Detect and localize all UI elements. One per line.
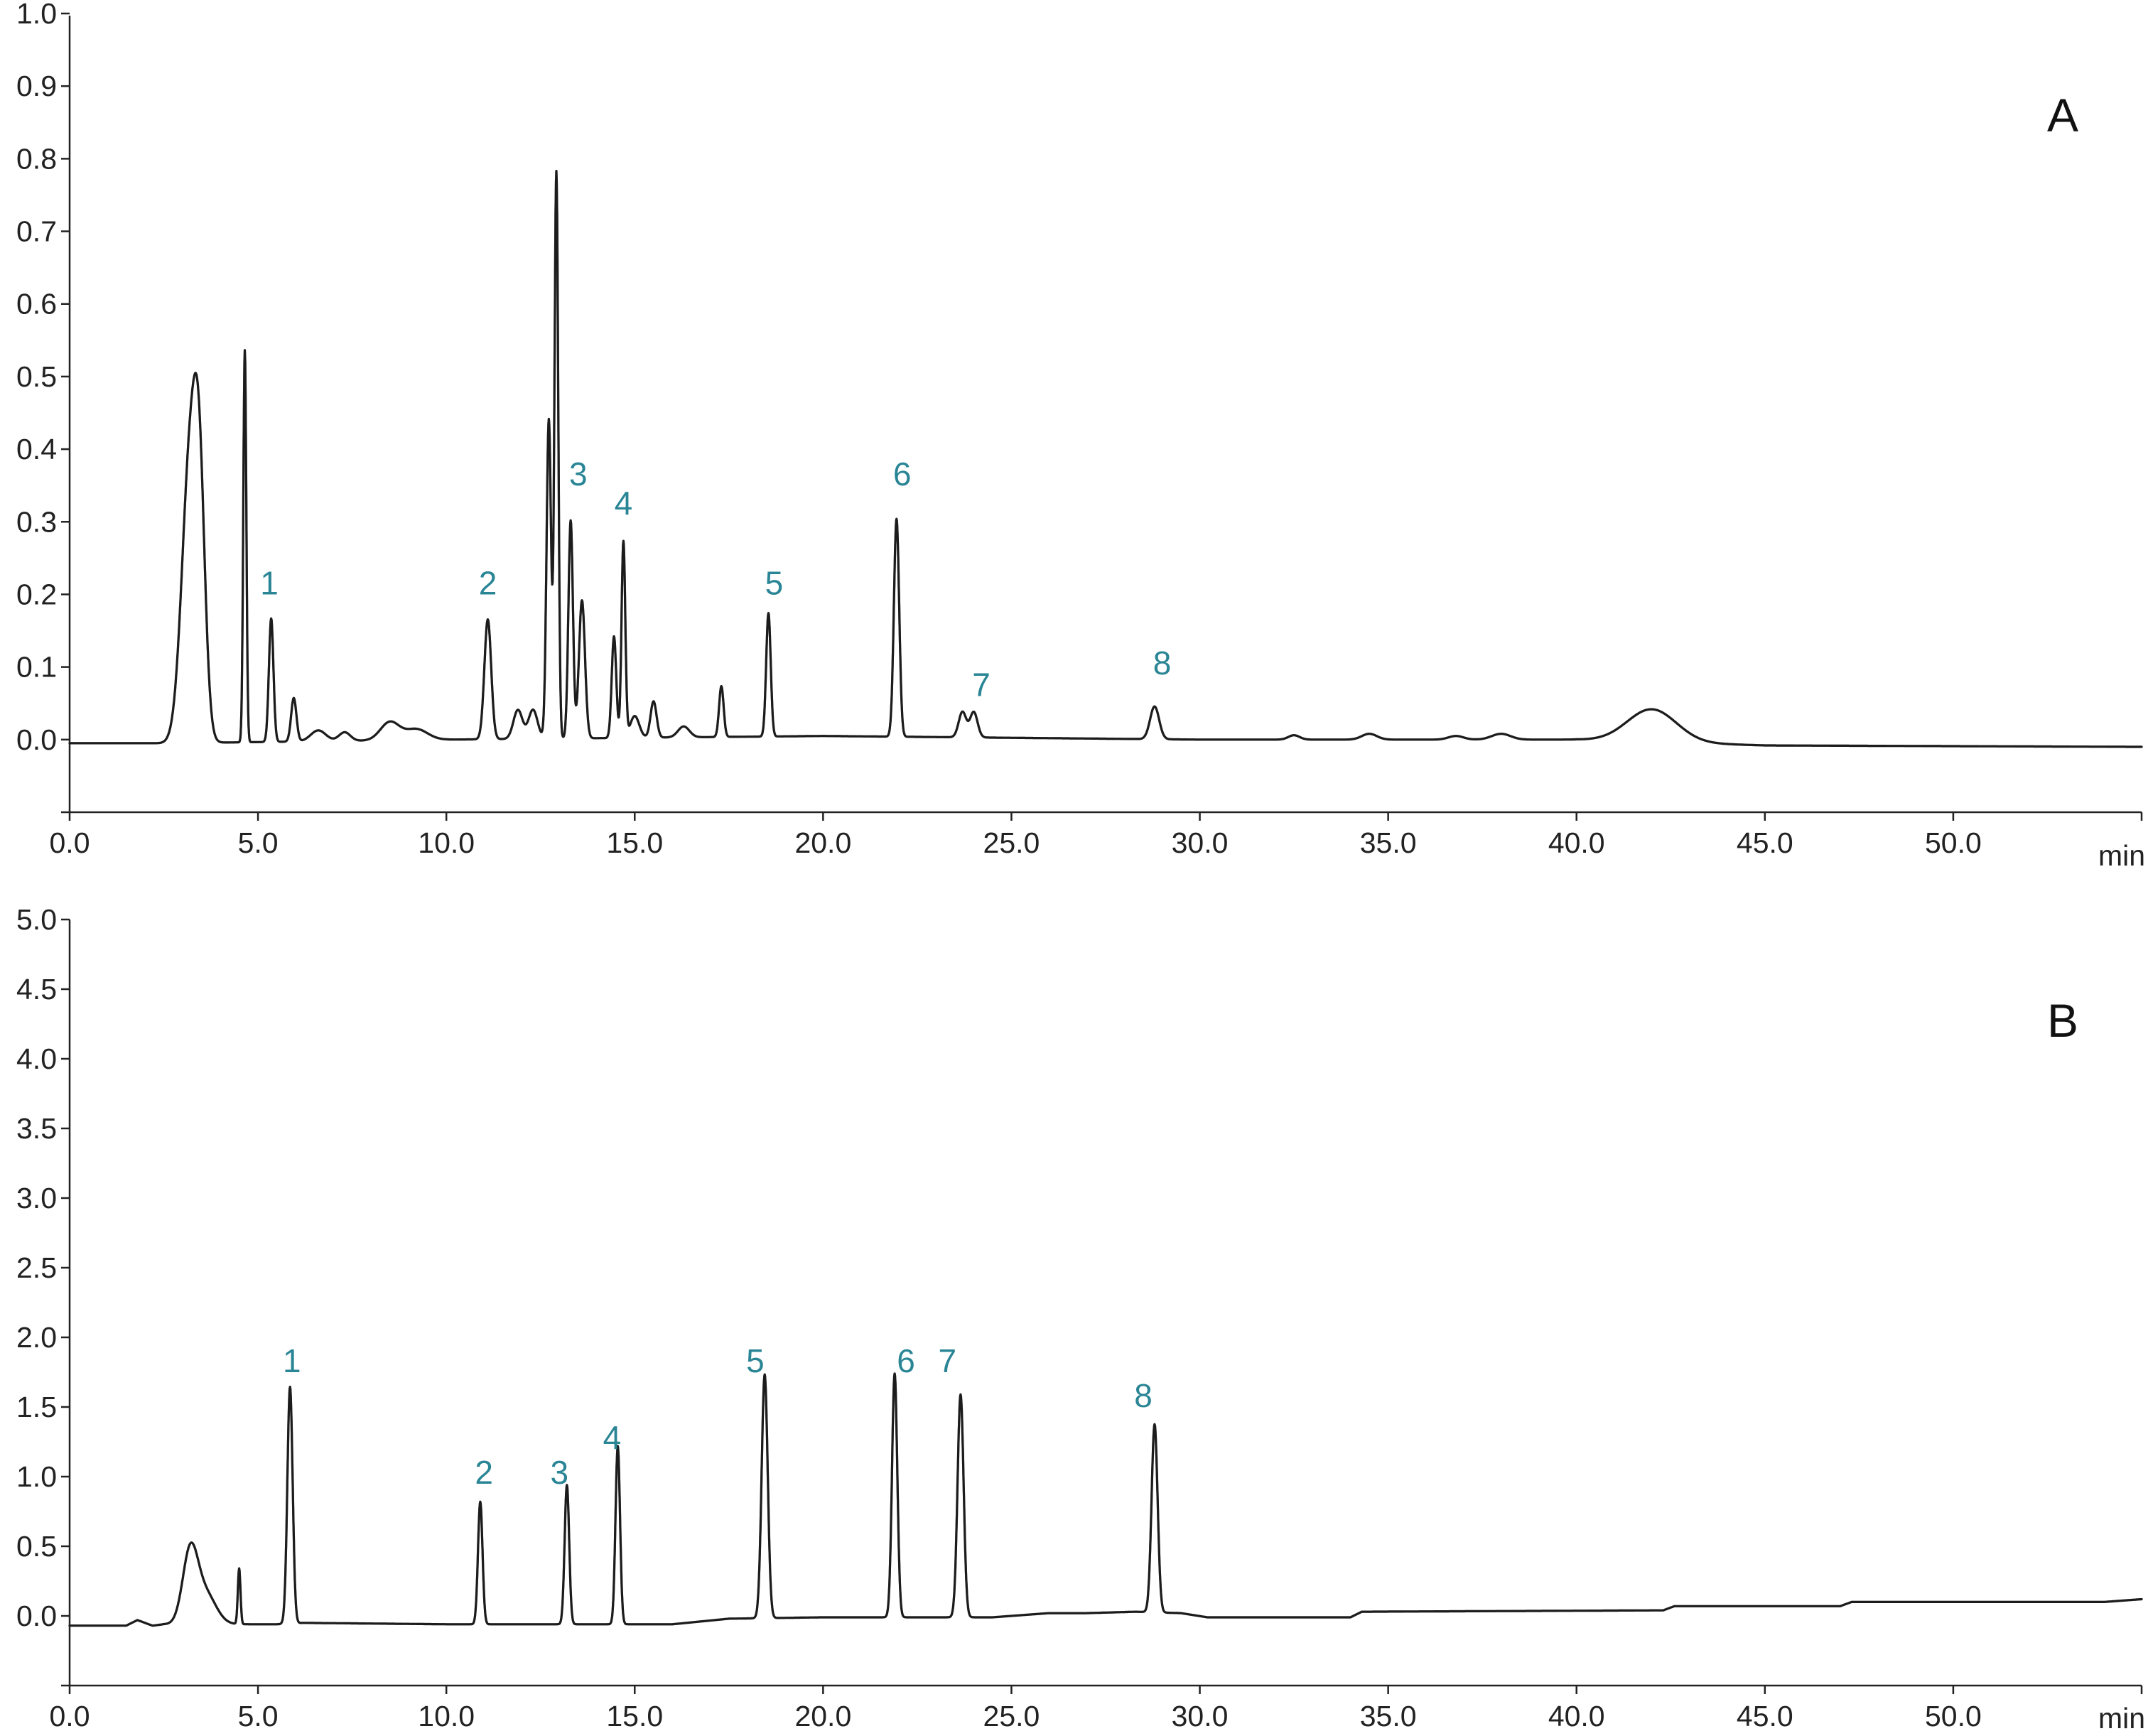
trace-group [68,170,2143,748]
x-tick-label: 0.0 [50,826,90,859]
y-tick-label: 2.0 [16,1321,57,1354]
y-tick-label: 0.7 [16,215,57,248]
y-tick-label: 5.0 [16,903,57,936]
peak-label-group: 1 2 34 5 6 7 8 [260,455,1171,703]
x-tick-label: 50.0 [1925,1700,1982,1732]
signal-trace-halo [68,1372,2143,1627]
x-tick-label: 5.0 [238,826,279,859]
y-tick-label: 1.5 [16,1391,57,1423]
peak-label: 8 [1153,645,1172,681]
peak-label: 3 [569,455,588,492]
y-tick-label: 1.0 [16,0,57,30]
x-tick-label: 25.0 [983,1700,1040,1732]
y-tick-label: 0.9 [16,70,57,102]
peak-label: 6 [893,455,912,492]
signal-trace [68,1372,2143,1627]
x-tick-label: 35.0 [1360,1700,1417,1732]
peak-label: 4 [603,1419,622,1456]
peak-label: 7 [939,1342,957,1379]
y-tick-label: 3.5 [16,1112,57,1145]
x-tick-label: 10.0 [418,826,475,859]
peak-label: 2 [475,1454,493,1491]
x-tick-label: 20.0 [794,826,851,859]
peak-label: 6 [897,1342,915,1379]
panel-label: A [2047,89,2078,141]
peak-label: 3 [550,1454,568,1491]
x-tick-label: 30.0 [1172,1700,1229,1732]
x-tick-group: 0.0 5.0 10.0 15.0 20.0 25.0 30.0 35.0 40.0 45.0 50… [50,812,2143,859]
trace-group [68,1372,2143,1627]
x-unit-label: min [2098,1702,2145,1735]
y-tick-label: 2.5 [16,1251,57,1284]
y-tick-label: 3.0 [16,1182,57,1214]
peak-label: 1 [283,1342,301,1379]
y-tick-label: 0.3 [16,505,57,538]
peak-label: 5 [746,1342,765,1379]
x-tick-label: 10.0 [418,1700,475,1732]
y-tick-label: 0.0 [16,1600,57,1632]
y-tick-label: 0.8 [16,142,57,175]
peak-label: 4 [615,485,633,522]
y-tick-label: 0.5 [16,360,57,393]
x-unit-label: min [2098,839,2145,872]
x-tick-label: 40.0 [1548,1700,1605,1732]
chromatogram-panel-a: 0.0 0.1 0.2 0.3 0.4 0.5 0.6 0.7 0.8 0.9 1.0 0.0 5.0… [16,0,2145,872]
x-tick-label: 0.0 [50,1700,90,1732]
x-tick-label: 25.0 [983,826,1040,859]
peak-label: 5 [765,564,784,601]
x-tick-group: 0.0 5.0 10.0 15.0 20.0 25.0 30.0 35.0 40.0 45.0 50… [50,1686,2143,1732]
y-tick-label: 1.0 [16,1460,57,1493]
signal-trace-halo [68,170,2143,748]
y-tick-group: 0.0 0.1 0.2 0.3 0.4 0.5 0.6 0.7 0.8 0.9 1.0 [16,0,70,814]
y-tick-group: 0.0 0.5 1.0 1.5 2.0 2.5 3.0 3.5 4.0 4.5 5.0 [16,903,70,1687]
x-tick-label: 45.0 [1737,1700,1793,1732]
y-tick-label: 4.5 [16,973,57,1006]
panel-label: B [2047,994,2078,1047]
peak-label: 2 [479,564,497,601]
y-tick-label: 0.5 [16,1530,57,1563]
y-tick-label: 0.0 [16,723,57,756]
signal-trace [68,170,2143,748]
x-tick-label: 30.0 [1172,826,1229,859]
peak-label: 1 [260,564,279,601]
y-tick-label: 0.6 [16,288,57,320]
x-tick-label: 35.0 [1360,826,1417,859]
y-tick-label: 0.1 [16,651,57,684]
x-tick-label: 15.0 [606,1700,663,1732]
y-tick-label: 4.0 [16,1042,57,1075]
x-tick-label: 5.0 [238,1700,279,1732]
x-tick-label: 20.0 [794,1700,851,1732]
peak-label: 7 [972,667,991,703]
chromatogram-panel-b: 0.0 0.5 1.0 1.5 2.0 2.5 3.0 3.5 4.0 4.5 5.0 0.0 5.0… [16,903,2145,1735]
x-tick-label: 50.0 [1925,826,1982,859]
y-tick-label: 0.2 [16,578,57,610]
x-tick-label: 45.0 [1737,826,1793,859]
peak-label: 8 [1134,1377,1153,1414]
y-tick-label: 0.4 [16,433,57,465]
x-tick-label: 40.0 [1548,826,1605,859]
x-tick-label: 15.0 [606,826,663,859]
